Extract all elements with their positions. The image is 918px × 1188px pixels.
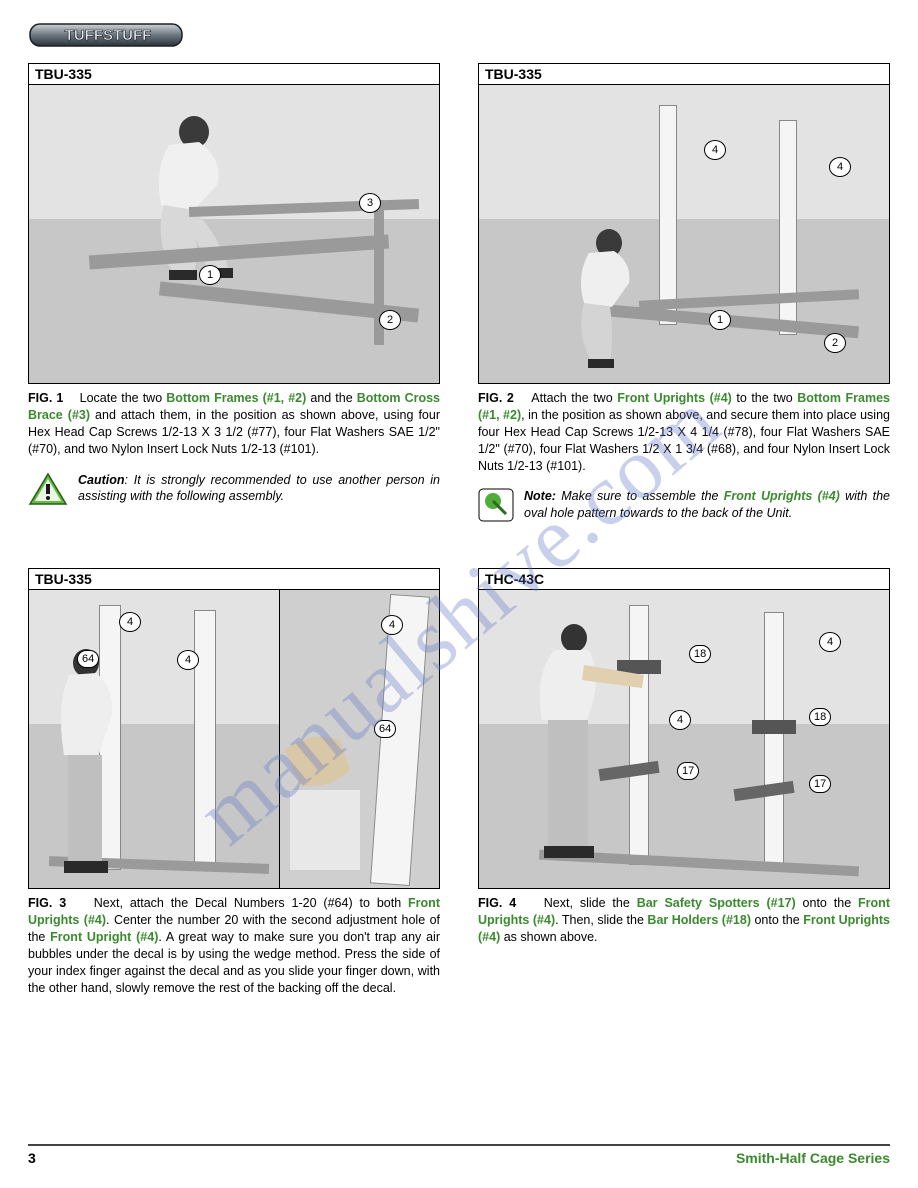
page-number: 3 bbox=[28, 1150, 36, 1166]
series-label: Smith-Half Cage Series bbox=[736, 1150, 890, 1166]
callout: 4 bbox=[704, 140, 726, 160]
content-grid: TBU-335 3 1 2 FIG. 1 Locate bbox=[28, 63, 890, 997]
panel-fig3: TBU-335 4 64 4 bbox=[28, 568, 440, 996]
callout: 17 bbox=[677, 762, 699, 780]
panel-fig4: THC-43C 18 4 4 18 17 17 bbox=[478, 568, 890, 996]
caution-note: Caution: It is strongly recommended to u… bbox=[28, 472, 440, 508]
panel-title: TBU-335 bbox=[28, 63, 440, 84]
panel-title: TBU-335 bbox=[478, 63, 890, 84]
panel-fig2: TBU-335 4 4 1 2 FIG. 2 Attach the two Fr bbox=[478, 63, 890, 522]
callout: 2 bbox=[379, 310, 401, 330]
callout: 1 bbox=[199, 265, 221, 285]
callout: 1 bbox=[709, 310, 731, 330]
panel-fig1: TBU-335 3 1 2 FIG. 1 Locate bbox=[28, 63, 440, 522]
svg-text:TUFFSTUFF: TUFFSTUFF bbox=[65, 27, 152, 44]
warning-triangle-icon bbox=[28, 472, 68, 508]
assembly-photo-4: 18 4 4 18 17 17 bbox=[478, 589, 890, 889]
assembly-photo-2: 4 4 1 2 bbox=[478, 84, 890, 384]
panel-title: TBU-335 bbox=[28, 568, 440, 589]
callout: 17 bbox=[809, 775, 831, 793]
callout: 3 bbox=[359, 193, 381, 213]
page-footer: 3 Smith-Half Cage Series bbox=[28, 1144, 890, 1166]
caption-fig4: FIG. 4 Next, slide the Bar Safety Spotte… bbox=[478, 895, 890, 946]
assembly-photo-3: 4 64 4 4 64 bbox=[28, 589, 440, 889]
callout: 64 bbox=[77, 650, 99, 668]
callout: 18 bbox=[809, 708, 831, 726]
brand-logo: TUFFSTUFF bbox=[28, 18, 890, 55]
callout: 18 bbox=[689, 645, 711, 663]
pushpin-icon bbox=[478, 488, 514, 522]
note: Note: Make sure to assemble the Front Up… bbox=[478, 488, 890, 522]
caption-fig3: FIG. 3 Next, attach the Decal Numbers 1-… bbox=[28, 895, 440, 996]
panel-title: THC-43C bbox=[478, 568, 890, 589]
callout: 4 bbox=[829, 157, 851, 177]
assembly-photo-1: 3 1 2 bbox=[28, 84, 440, 384]
callout: 2 bbox=[824, 333, 846, 353]
caption-fig2: FIG. 2 Attach the two Front Uprights (#4… bbox=[478, 390, 890, 474]
caption-fig1: FIG. 1 Locate the two Bottom Frames (#1,… bbox=[28, 390, 440, 458]
callout: 64 bbox=[374, 720, 396, 738]
